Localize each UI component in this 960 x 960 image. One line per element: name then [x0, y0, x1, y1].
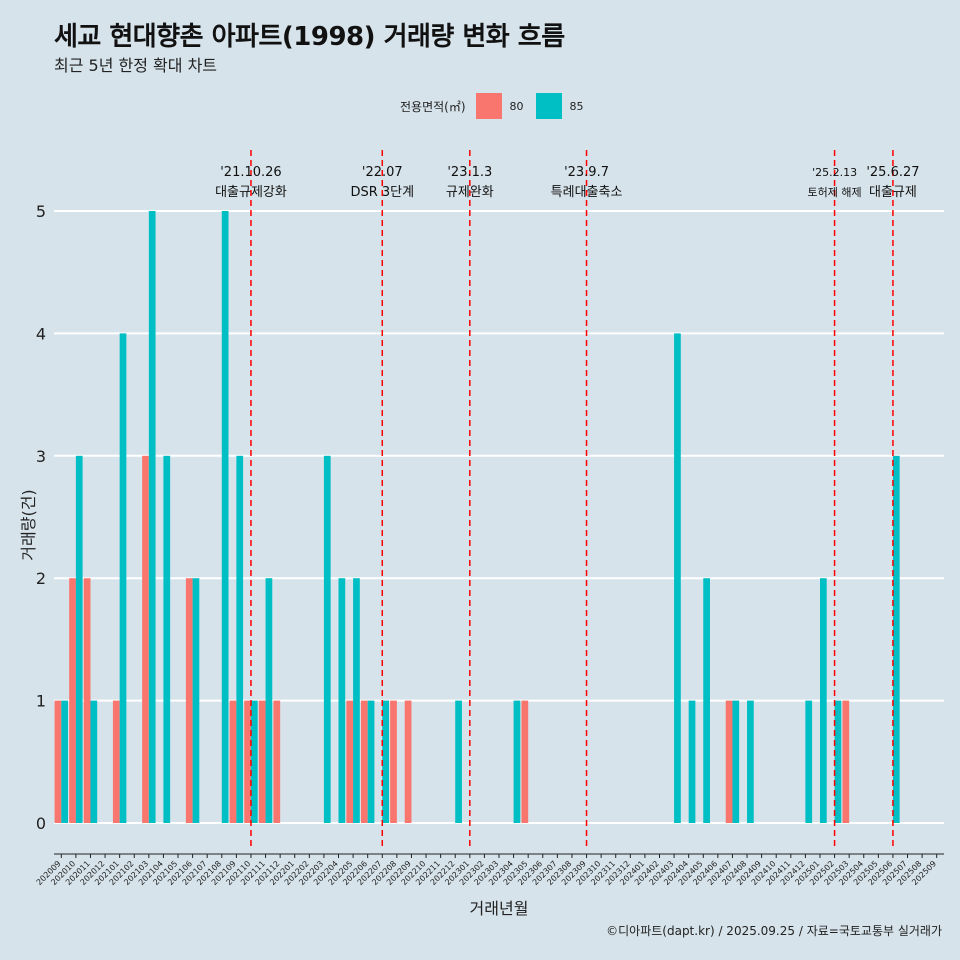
bar-85-202501 [819, 578, 827, 823]
bar-85-202203 [323, 455, 331, 823]
bar-80-202111 [258, 700, 266, 823]
bar-80-202011 [83, 578, 91, 823]
event-text-label: 특례대출축소 [551, 185, 623, 200]
bar-85-202412 [805, 700, 813, 823]
bar-85-202212 [455, 700, 462, 823]
bar-85-202101 [119, 333, 127, 823]
bar-85-202010 [75, 455, 83, 823]
event-text-label: 대출규제강화 [215, 185, 287, 200]
event-text-label: 대출규제 [869, 185, 917, 200]
bar-80-202101 [112, 700, 120, 823]
bar-85-202103 [148, 211, 156, 823]
x-axis-title: 거래년월 [470, 899, 529, 918]
bar-85-202407 [732, 700, 740, 823]
bar-85-202502 [834, 700, 842, 823]
bar-80-202208 [390, 700, 397, 823]
event-date-label: '21.10.26 [220, 165, 281, 180]
bar-85-202106 [192, 578, 200, 823]
bar-80-202109 [229, 700, 237, 823]
y-tick-label: 4 [36, 324, 46, 343]
bar-80-202503 [842, 700, 850, 823]
bar-85-202104 [163, 455, 171, 823]
bar-85-202009 [61, 700, 69, 823]
event-date-label: '25.2.13 [812, 166, 857, 179]
legend-title: 전용면적(㎡) [400, 99, 466, 114]
event-date-label: '25.6.27 [866, 165, 919, 180]
bar-85-202304 [513, 700, 521, 823]
bar-85-202108 [221, 211, 229, 823]
caption: ©디아파트(dapt.kr) / 2025.09.25 / 자료=국토교통부 실… [606, 924, 942, 938]
bar-80-202009 [54, 700, 62, 823]
legend-key-85 [535, 93, 562, 119]
y-tick-label: 3 [36, 447, 46, 466]
bar-80-202106 [185, 578, 193, 823]
bar-85-202506 [892, 455, 900, 823]
y-tick-label: 1 [36, 692, 46, 711]
y-axis-title: 거래량(건) [19, 489, 38, 560]
legend-label-85: 85 [569, 99, 584, 113]
bar-85-202206 [367, 700, 375, 823]
bar-80-202209 [404, 700, 412, 823]
event-date-label: '23.1.3 [447, 165, 492, 180]
bar-85-202408 [747, 700, 754, 823]
event-date-label: '22.07 [362, 165, 403, 180]
bar-80-202110 [244, 700, 251, 823]
bar-85-202403 [674, 333, 681, 823]
bar-85-202204 [338, 578, 346, 823]
event-text-label: DSR 3단계 [350, 185, 414, 200]
bar-85-202110 [250, 700, 258, 823]
bar-80-202103 [142, 455, 149, 823]
bar-80-202407 [725, 700, 733, 823]
bar-85-202011 [90, 700, 98, 823]
bar-85-202205 [353, 578, 360, 823]
y-tick-label: 5 [36, 202, 46, 221]
legend-label-80: 80 [509, 99, 524, 113]
bar-80-202206 [360, 700, 368, 823]
bar-85-202109 [236, 455, 244, 823]
chart-title: 세교 현대향촌 아파트(1998) 거래량 변화 흐름 [54, 22, 565, 52]
bar-80-202205 [346, 700, 354, 823]
bar-80-202112 [273, 700, 281, 823]
bar-85-202207 [382, 700, 389, 823]
bar-80-202305 [521, 700, 529, 823]
y-tick-label: 0 [36, 814, 46, 833]
event-text-label: 규제완화 [446, 185, 494, 200]
event-date-label: '23.9.7 [564, 165, 609, 180]
bar-80-202010 [69, 578, 76, 823]
legend: 전용면적(㎡) 80 85 [400, 93, 596, 119]
bar-85-202111 [265, 578, 273, 823]
legend-key-80 [475, 93, 502, 119]
chart-subtitle: 최근 5년 한정 확대 차트 [54, 56, 218, 75]
y-tick-label: 2 [36, 569, 46, 588]
event-text-label: 토허제 해제 [808, 185, 862, 199]
bar-85-202404 [688, 700, 696, 823]
bar-85-202405 [703, 578, 710, 823]
